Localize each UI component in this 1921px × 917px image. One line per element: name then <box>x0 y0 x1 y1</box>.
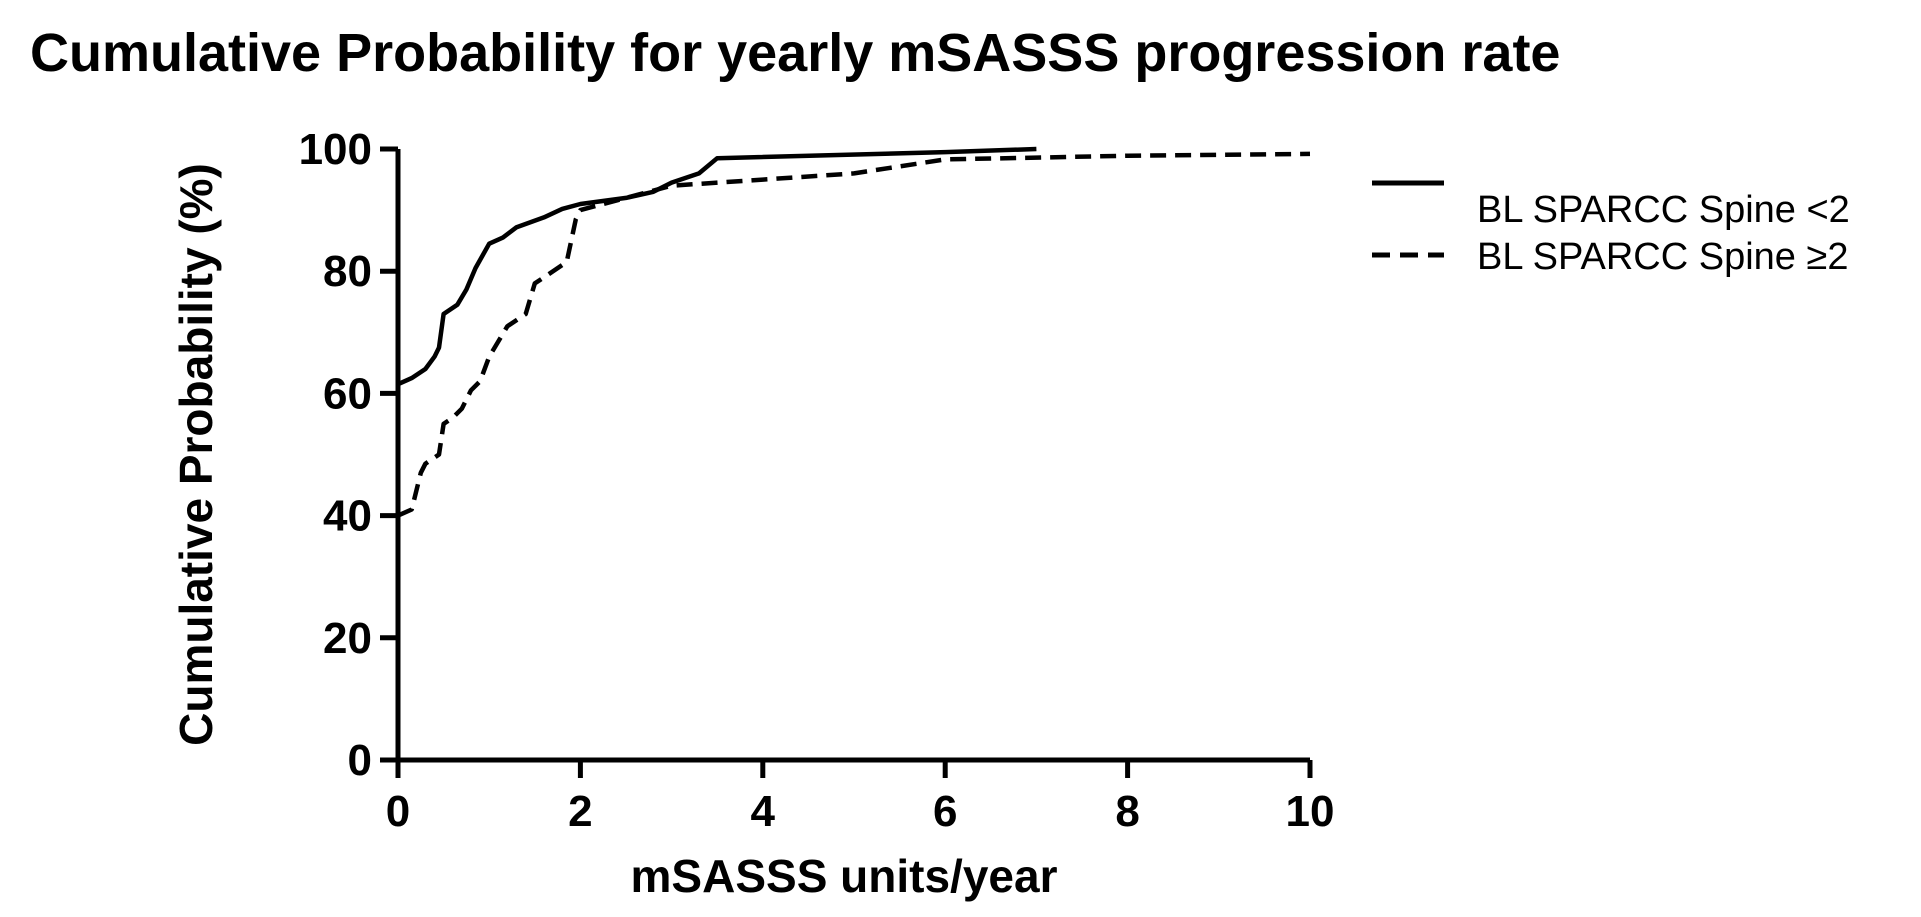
series <box>397 146 1311 518</box>
y-ticks: 0 20 40 60 80 100 <box>299 125 398 785</box>
x-tick-label: 2 <box>568 787 592 836</box>
x-tick-label: 6 <box>933 787 957 836</box>
x-axis-label: mSASSS units/year <box>631 850 1058 902</box>
x-tick-label: 8 <box>1115 787 1139 836</box>
y-tick-label: 40 <box>323 492 372 541</box>
x-tick-label: 0 <box>386 787 410 836</box>
chart-title: Cumulative Probability for yearly mSASSS… <box>30 23 1561 83</box>
y-tick-label: 60 <box>323 369 372 418</box>
x-ticks: 0 2 4 6 8 10 <box>386 760 1335 836</box>
y-tick-label: 100 <box>299 125 372 174</box>
y-tick-label: 80 <box>323 247 372 296</box>
series-line-solid <box>397 146 1037 387</box>
legend-label-series-2: BL SPARCC Spine ≥2 <box>1477 236 1848 278</box>
axes <box>395 149 1310 763</box>
x-tick-label: 10 <box>1286 787 1335 836</box>
y-tick-label: 0 <box>348 736 372 785</box>
y-tick-label: 20 <box>323 614 372 663</box>
x-tick-label: 4 <box>751 787 776 836</box>
y-axis-label: Cumulative Probability (%) <box>170 163 222 746</box>
legend-label-series-1: BL SPARCC Spine <2 <box>1477 189 1850 231</box>
series-line-dashed <box>397 151 1311 518</box>
legend: BL SPARCC Spine <2 BL SPARCC Spine ≥2 <box>1372 180 1850 278</box>
